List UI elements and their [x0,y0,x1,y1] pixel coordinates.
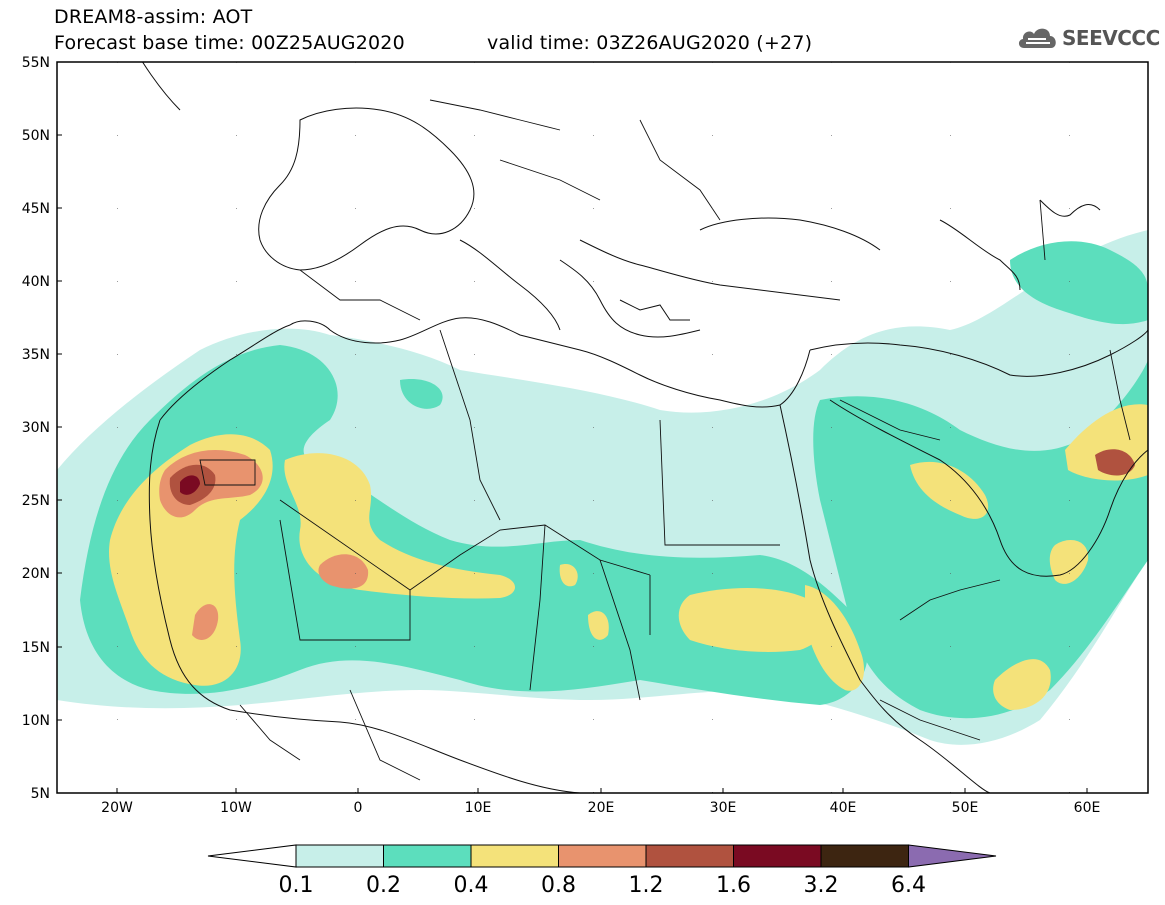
colorbar [207,844,997,868]
lat-label: 45N [22,201,50,217]
cloud-icon [1018,28,1056,48]
lat-label: 40N [22,274,50,290]
colorbar-segment [383,844,472,868]
seevccc-logo: SEEVCCC [1016,22,1160,54]
lon-label: 10E [465,800,492,816]
colorbar-segment [295,844,384,868]
lon-label: 0 [354,800,363,816]
colorbar-labels: 0.1 0.2 0.4 0.8 1.2 1.6 3.2 6.4 [279,873,927,898]
lat-label: 35N [22,347,50,363]
colorbar-label: 3.2 [804,873,839,898]
lat-label: 30N [22,420,50,436]
lat-label: 50N [22,128,50,144]
colorbar-label: 1.6 [716,873,751,898]
colorbar-label: 0.4 [454,873,489,898]
colorbar-label: 6.4 [891,873,926,898]
forecast-base-time: Forecast base time: 00Z25AUG2020 [54,32,405,54]
lon-labels: 20W 10W 0 10E 20E 30E 40E 50E 60E [101,800,1100,816]
lon-label: 60E [1074,800,1101,816]
lon-ticks [116,788,1088,793]
lat-ticks [57,61,62,794]
colorbar-label: 0.2 [366,873,401,898]
lon-label: 50E [952,800,979,816]
colorbar-segment [470,844,559,868]
lat-label: 15N [22,640,50,656]
lat-label: 20N [22,566,50,582]
colorbar-over-arrow [908,844,997,868]
colorbar-segment [645,844,734,868]
lat-label: 10N [22,713,50,729]
logo-text: SEEVCCC [1062,26,1160,50]
lat-labels: 55N 50N 45N 40N 35N 30N 25N 20N 15N 10N … [22,55,50,802]
lat-label: 25N [22,493,50,509]
lon-label: 10W [220,800,252,816]
lat-label: 55N [22,55,50,71]
colorbar-segment [820,844,909,868]
lon-label: 20W [101,800,133,816]
lon-label: 40E [830,800,857,816]
colorbar-segment [733,844,822,868]
lon-label: 20E [588,800,615,816]
valid-time: valid time: 03Z26AUG2020 (+27) [487,32,813,54]
colorbar-label: 0.1 [279,873,314,898]
colorbar-label: 1.2 [629,873,664,898]
lon-label: 30E [710,800,737,816]
graticule [57,62,1148,793]
colorbar-under-arrow [207,844,297,868]
colorbar-label: 0.8 [541,873,576,898]
colorbar-segment [558,844,647,868]
map-title: DREAM8-assim: AOT [54,6,253,28]
lat-label: 5N [31,786,50,802]
